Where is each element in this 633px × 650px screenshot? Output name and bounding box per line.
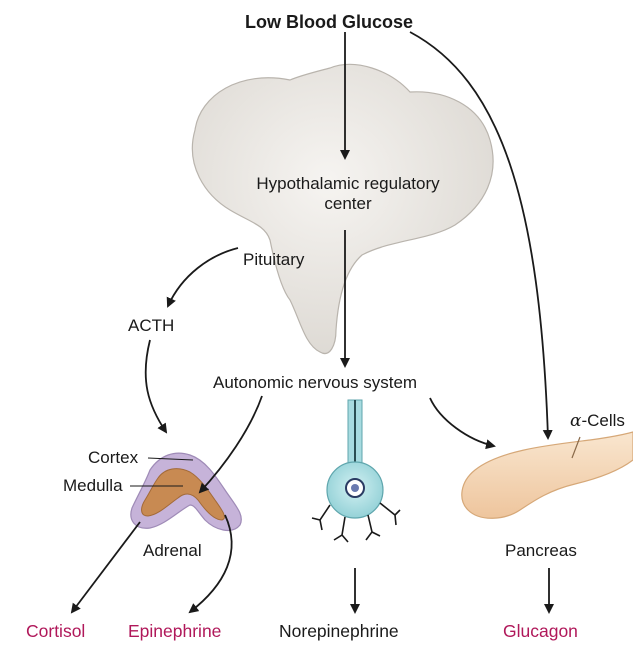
pancreas-shape: [461, 431, 633, 519]
cortex-pointer: [147, 457, 194, 461]
arrow-adrenal-to-epinephrine: [188, 514, 233, 614]
pituitary-label: Pituitary: [243, 250, 305, 269]
cortisol-label: Cortisol: [26, 621, 86, 641]
pancreas-label: Pancreas: [505, 541, 577, 560]
diagram-title: Low Blood Glucose: [245, 12, 414, 32]
epinephrine-label: Epinephrine: [128, 621, 222, 641]
alpha-cells-text: -Cells: [581, 411, 625, 430]
arrow-adrenal-to-cortisol: [70, 521, 141, 614]
alpha-symbol: α: [570, 411, 582, 431]
arrow-pituitary-to-acth: [166, 247, 239, 308]
arrow-ans-to-medulla: [198, 395, 263, 494]
acth-label: ACTH: [128, 316, 175, 335]
ans-label: Autonomic nervous system: [213, 373, 418, 392]
arrow-acth-to-cortex: [144, 339, 168, 434]
alpha-cells-label: α-Cells: [570, 411, 633, 432]
norepinephrine-label: Norepinephrine: [279, 621, 399, 641]
glucagon-label: Glucagon: [503, 621, 578, 641]
hypothalamus-label-line2: center: [324, 193, 372, 213]
hypothalamus-label-line1: Hypothalamic regulatory: [256, 174, 440, 193]
brain-shape: [191, 63, 494, 354]
adrenal-gland-medulla: [141, 468, 225, 521]
dendrites: [311, 502, 401, 543]
arrow-ans-to-pancreas: [429, 397, 496, 450]
adrenal-label: Adrenal: [143, 541, 202, 560]
arrow-title-to-alpha-cells: [409, 31, 553, 440]
alpha-cells-pointer: [571, 436, 581, 459]
hypothalamus-label: Hypothalamic regulatory center: [228, 174, 468, 213]
cortex-label: Cortex: [88, 448, 139, 467]
medulla-label: Medulla: [63, 476, 123, 495]
